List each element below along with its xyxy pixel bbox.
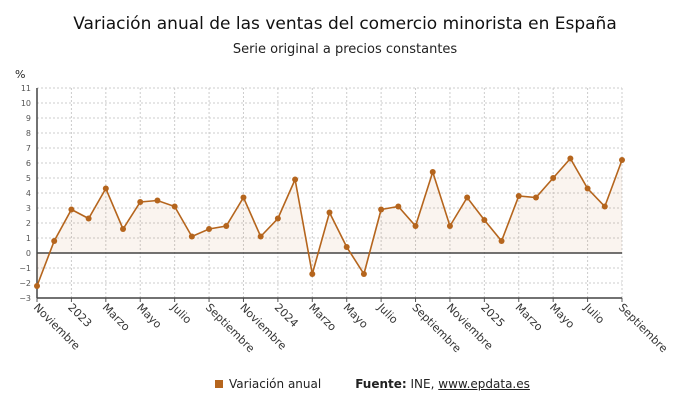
data-point [567, 155, 574, 162]
data-point [171, 203, 178, 210]
x-tick-label: Mayo [547, 301, 577, 331]
x-tick-label: 2023 [65, 301, 94, 330]
data-point [102, 185, 109, 192]
data-point [309, 271, 316, 277]
y-tick-label: 6 [26, 159, 31, 168]
x-tick-label: Julio [168, 300, 194, 326]
data-point [343, 244, 350, 250]
x-tick-label: Marzo [100, 301, 133, 334]
x-tick-label: Mayo [134, 301, 164, 331]
data-point [515, 193, 522, 199]
y-tick-label: 5 [26, 174, 31, 183]
data-point [257, 233, 264, 240]
data-point [619, 157, 625, 163]
x-tick-label: Marzo [306, 301, 339, 334]
source-text: INE, [406, 377, 439, 391]
y-tick-label: 3 [26, 204, 31, 213]
y-tick-label: 7 [26, 144, 31, 153]
chart-subtitle: Serie original a precios constantes [232, 42, 458, 57]
data-point [464, 194, 471, 201]
data-point [326, 209, 333, 216]
y-tick-label: −3 [19, 294, 31, 303]
series-area [37, 158, 622, 286]
y-tick-label: 9 [26, 114, 31, 123]
data-point [412, 223, 419, 229]
x-tick-label: 2025 [478, 301, 507, 330]
source-label: Fuente: [355, 377, 407, 391]
data-point [532, 194, 539, 201]
legend-swatch [215, 380, 223, 388]
data-point [584, 185, 591, 192]
source-link[interactable]: www.epdata.es [438, 377, 530, 391]
source: Fuente: INE, www.epdata.es [355, 377, 530, 391]
legend: Variación anual Fuente: INE, www.epdata.… [215, 377, 530, 391]
data-point [274, 215, 281, 222]
data-point [85, 215, 92, 222]
y-axis-label: % [15, 68, 26, 81]
data-point [395, 203, 402, 210]
data-point [481, 217, 488, 223]
legend-label: Variación anual [229, 377, 322, 391]
data-point [223, 223, 230, 229]
y-tick-label: 10 [21, 99, 31, 108]
data-point [601, 203, 608, 210]
data-point [137, 199, 144, 205]
y-tick-label: 4 [26, 189, 31, 198]
data-point [378, 206, 385, 213]
x-tick-label: Mayo [341, 301, 371, 331]
y-tick-label: −2 [19, 279, 31, 288]
data-point [188, 233, 195, 240]
x-tick-label: Julio [581, 300, 607, 326]
x-tick-label: 2024 [272, 301, 301, 330]
data-point [68, 206, 75, 213]
data-point [292, 176, 299, 183]
data-point [446, 223, 453, 229]
data-point [154, 197, 161, 204]
chart-title: Variación anual de las ventas del comerc… [73, 14, 617, 34]
y-tick-label: 2 [26, 219, 31, 228]
data-point [120, 226, 127, 232]
x-tick-label: Marzo [513, 301, 546, 334]
data-point [51, 238, 58, 244]
y-tick-label: 0 [26, 249, 31, 258]
data-point [498, 238, 505, 244]
data-point [206, 226, 213, 232]
y-tick-label: 11 [21, 84, 31, 93]
y-tick-label: −1 [19, 264, 31, 273]
x-tick-label: Septiembre [616, 301, 670, 355]
data-point [240, 194, 247, 201]
data-point [34, 283, 40, 289]
x-tick-label: Julio [374, 300, 400, 326]
y-tick-label: 8 [26, 129, 31, 138]
y-tick-label: 1 [26, 234, 31, 243]
data-point [550, 175, 557, 181]
data-point [429, 169, 436, 175]
data-point [360, 271, 367, 277]
